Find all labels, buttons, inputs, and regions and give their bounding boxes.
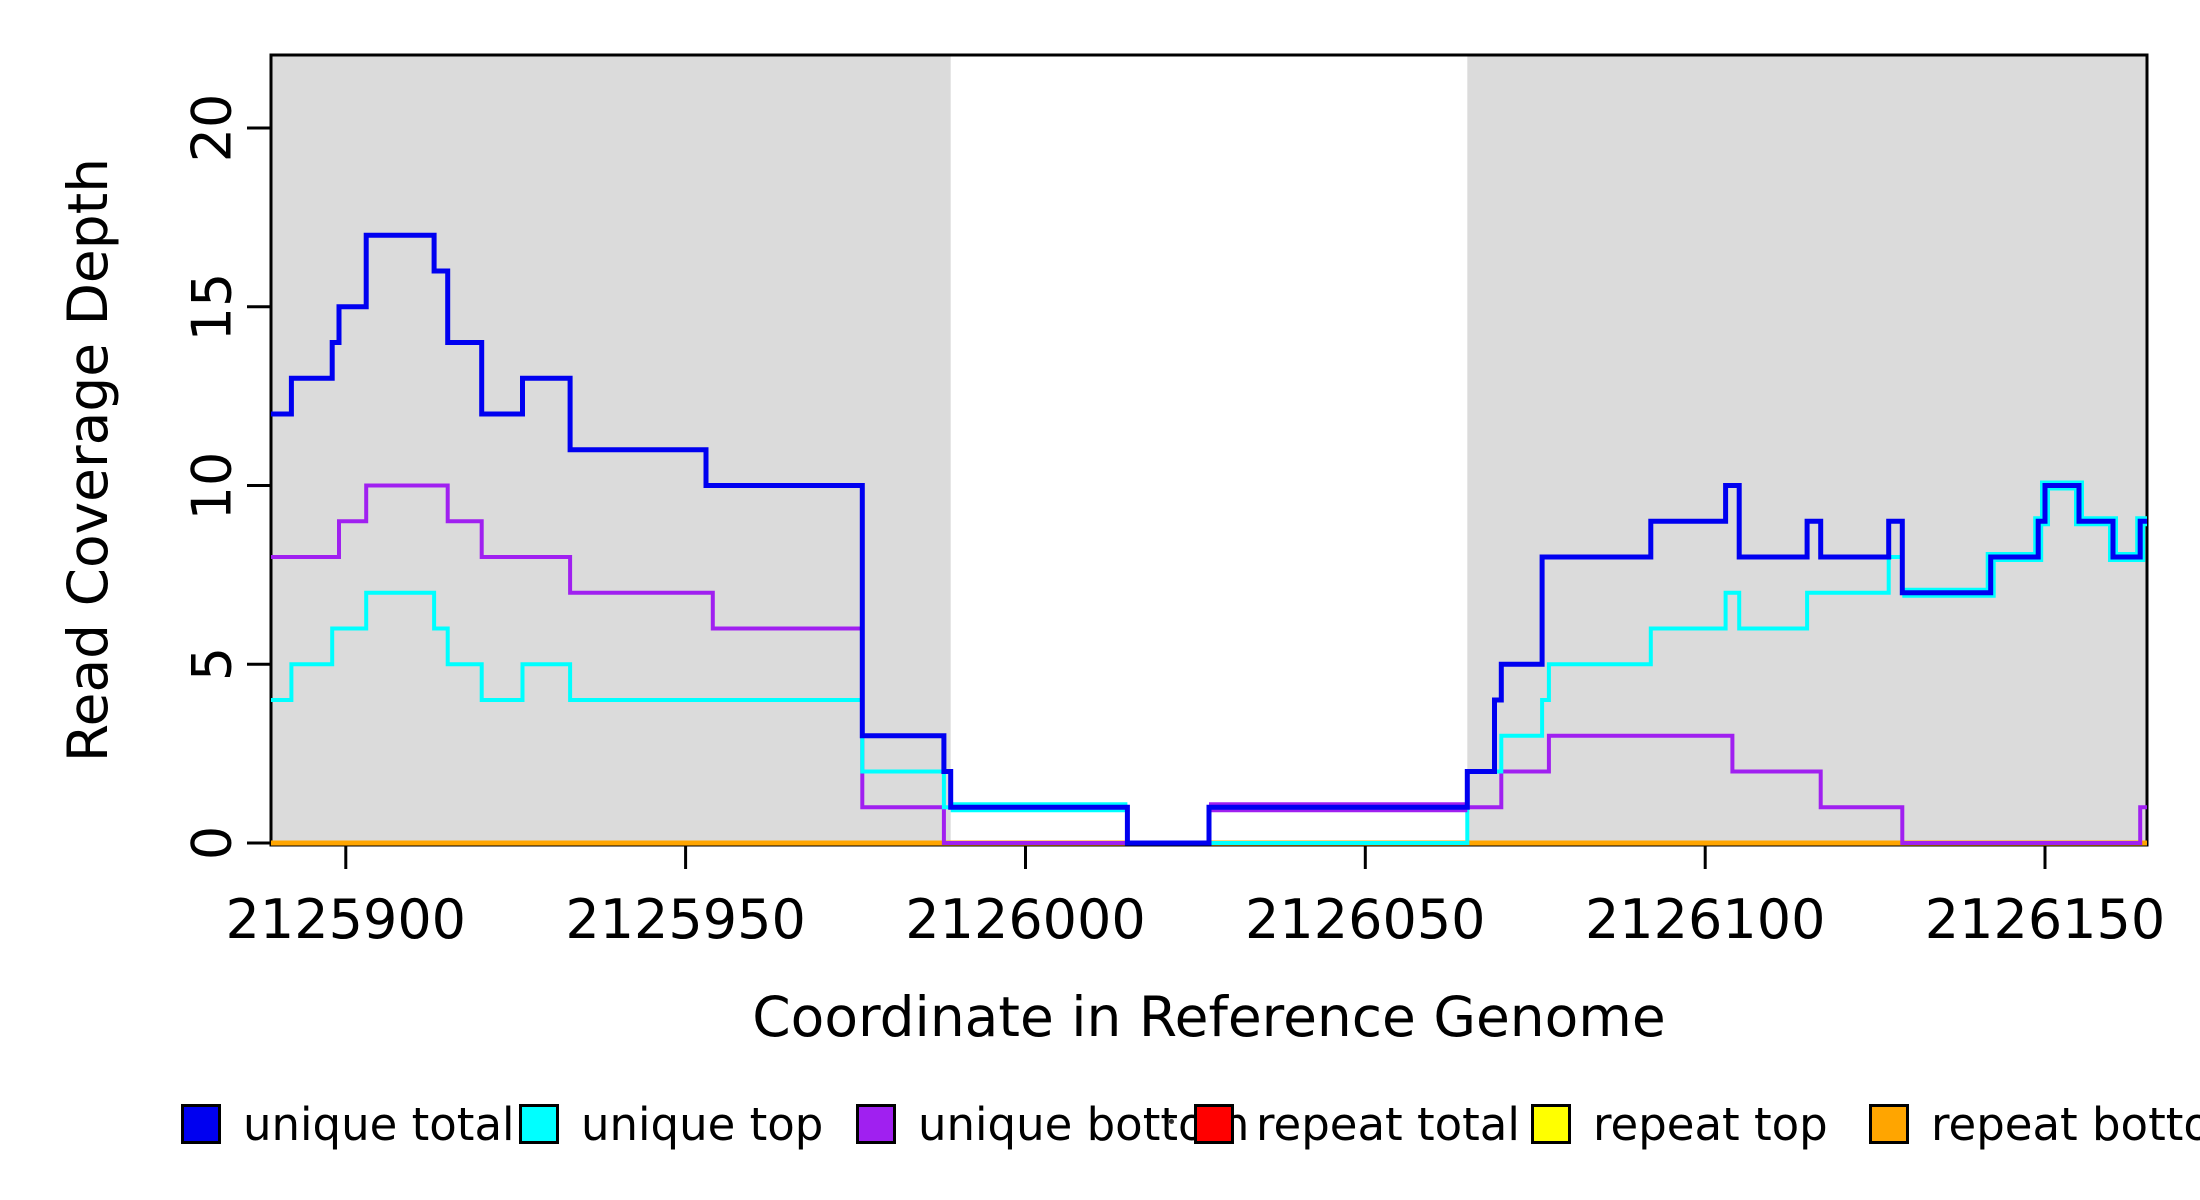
legend-item-unique-top: unique top [519,1097,824,1151]
y-tick-label: 20 [180,93,244,163]
legend-label: repeat bottom [1931,1097,2200,1151]
x-tick-label: 2126150 [1924,888,2166,951]
series-unique-bottom [271,483,2147,845]
x-tick-label: 2125900 [225,888,467,951]
legend-swatch-icon [519,1104,559,1144]
legend-label: repeat total [1256,1097,1520,1151]
y-tick-label: 0 [180,825,244,861]
legend-item-repeat-bottom: repeat bottom [1869,1097,2200,1151]
legend-swatch-icon [856,1104,896,1144]
x-tick-label: 2125950 [565,888,806,951]
series-unique-total [271,232,2147,846]
x-tick-label: 2126000 [905,888,1146,951]
shaded-region-amplicon-right [1467,56,2147,844]
x-axis-title: Coordinate in Reference Genome [752,985,1666,1049]
legend-item-unique-total: unique total [181,1097,515,1151]
x-tick-label: 2126100 [1584,888,1826,951]
legend-label: unique total [243,1097,515,1151]
stray-mark [1169,1119,1174,1124]
legend-swatch-icon [1194,1104,1234,1144]
legend-swatch-icon [181,1104,221,1144]
legend-swatch-icon [1531,1104,1571,1144]
y-tick-label: 10 [180,451,244,520]
y-tick-label: 15 [180,272,244,342]
x-tick-label: 2126050 [1245,888,1486,951]
legend-item-unique-bottom: unique bottom [856,1098,1249,1151]
y-tick-label: 5 [180,647,244,682]
legend-item-repeat-top: repeat top [1531,1097,1828,1151]
legend-label: repeat top [1593,1097,1828,1151]
legend-swatch-icon [1869,1104,1909,1144]
y-axis-title: Read Coverage Depth [56,157,120,763]
legend-item-repeat-total: repeat total [1194,1097,1520,1151]
legend-label: unique top [581,1097,824,1151]
